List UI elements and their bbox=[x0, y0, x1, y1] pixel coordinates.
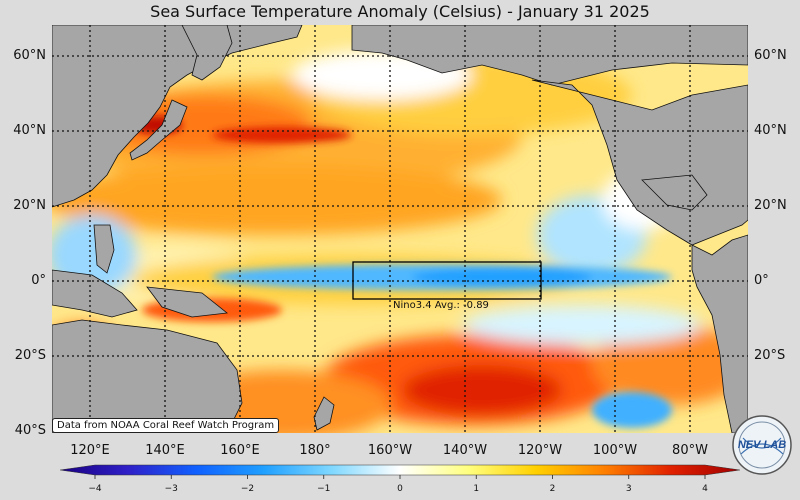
colorbar-tick-label: 3 bbox=[625, 484, 632, 494]
lon-label: 180° bbox=[299, 443, 331, 458]
map-svg bbox=[52, 25, 748, 433]
landmass-borneo bbox=[52, 269, 138, 318]
lon-label: 120°W bbox=[517, 443, 563, 458]
colorbar-tick-label: 4 bbox=[702, 484, 708, 494]
lon-label: 80°W bbox=[672, 443, 708, 458]
graticule bbox=[52, 25, 748, 433]
lat-label-right: 20°N bbox=[754, 198, 787, 213]
lon-label: 140°E bbox=[145, 443, 185, 458]
lat-label-right: 40°N bbox=[754, 123, 787, 138]
colorbar-tick-label: 1 bbox=[473, 484, 480, 494]
lon-label: 140°W bbox=[442, 443, 488, 458]
lat-label-left: 40°S bbox=[14, 423, 46, 438]
sst-anomaly-map bbox=[52, 25, 748, 433]
colorbar-tick-label: 0 bbox=[397, 484, 403, 494]
nino34-box bbox=[352, 261, 542, 300]
lon-label: 120°E bbox=[70, 443, 110, 458]
colorbar-tick-label: −4 bbox=[88, 484, 102, 494]
lat-label-left: 40°N bbox=[13, 123, 46, 138]
colorbar-tick-label: −3 bbox=[164, 484, 178, 494]
logo-text: NEV LAB bbox=[738, 439, 786, 451]
colorbar-tick-label: −1 bbox=[317, 484, 331, 494]
landmass-alaska bbox=[351, 25, 748, 86]
lon-label: 160°W bbox=[367, 443, 413, 458]
landmass-japan bbox=[129, 99, 188, 161]
colorbar-tick-label: −2 bbox=[240, 484, 255, 494]
landmass-new-guinea bbox=[146, 286, 229, 318]
landmass-kamchatka bbox=[181, 25, 233, 81]
land bbox=[52, 25, 748, 433]
map-title: Sea Surface Temperature Anomaly (Celsius… bbox=[150, 2, 650, 21]
landmass-new-zealand bbox=[313, 396, 335, 431]
lat-label-right: 60°N bbox=[754, 48, 787, 63]
lon-label: 160°E bbox=[220, 443, 260, 458]
colorbar-tick-marks bbox=[94, 475, 706, 479]
lat-label-left: 60°N bbox=[13, 48, 46, 63]
lon-label: 100°W bbox=[592, 443, 638, 458]
landmass-gulf bbox=[641, 174, 708, 211]
nino34-average-label: Nino3.4 Avg.: -0.89 bbox=[393, 300, 489, 311]
landmass-south-america bbox=[691, 234, 748, 433]
lat-label-left: 0° bbox=[31, 273, 46, 288]
data-credit-badge: Data from NOAA Coral Reef Watch Program bbox=[52, 418, 280, 433]
lat-label-left: 20°N bbox=[13, 198, 46, 213]
lat-label-right: 20°S bbox=[754, 348, 786, 363]
colorbar-bar bbox=[60, 464, 740, 476]
lat-label-left: 20°S bbox=[14, 348, 46, 363]
lat-label-right: 0° bbox=[754, 273, 769, 288]
colorbar-tick-label: 2 bbox=[549, 484, 556, 494]
landmass-asia bbox=[52, 25, 303, 208]
colorbar bbox=[60, 464, 740, 479]
nev-lab-logo: NEV LAB bbox=[732, 415, 792, 475]
landmass-philippines bbox=[93, 224, 115, 274]
